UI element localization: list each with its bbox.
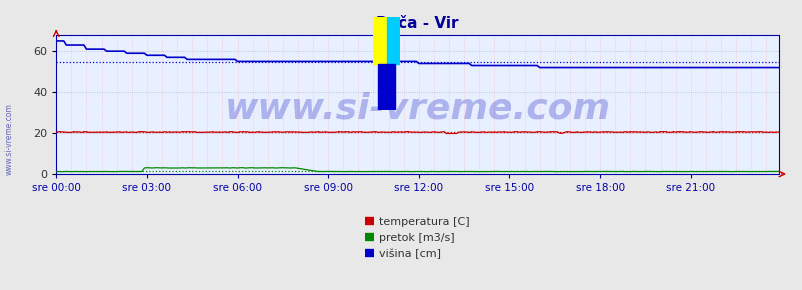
Text: www.si-vreme.com: www.si-vreme.com <box>225 92 610 126</box>
Bar <box>378 64 395 110</box>
Bar <box>373 17 387 64</box>
Bar <box>387 17 399 64</box>
Title: Rača - Vir: Rača - Vir <box>376 16 458 31</box>
Legend: temperatura [C], pretok [m3/s], višina [cm]: temperatura [C], pretok [m3/s], višina [… <box>360 213 474 263</box>
Text: www.si-vreme.com: www.si-vreme.com <box>5 103 14 175</box>
